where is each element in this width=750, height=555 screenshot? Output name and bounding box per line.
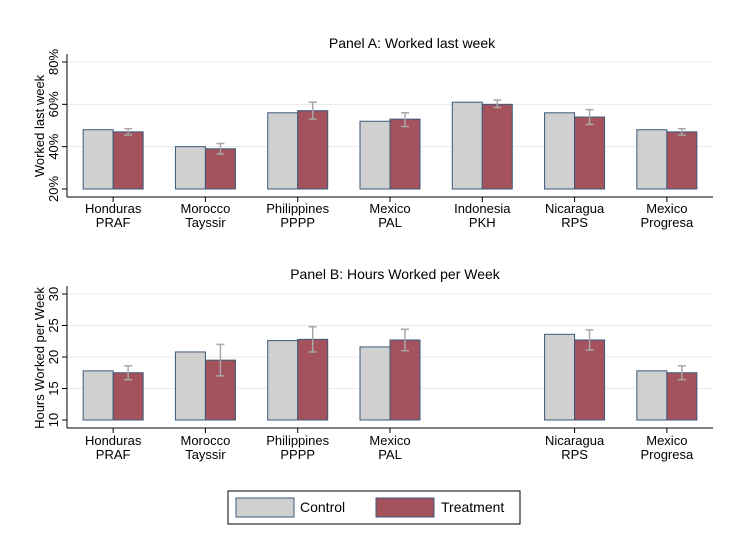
x-tick-label: PKH <box>469 215 496 230</box>
error-bar <box>216 142 225 155</box>
legend: Control Treatment <box>227 490 521 525</box>
error-bar <box>585 108 594 126</box>
x-tick-label: Mexico <box>369 433 410 448</box>
x-tick-label: PRAF <box>96 447 131 462</box>
y-tick-label: 20 <box>46 350 61 364</box>
x-tick-label: Mexico <box>369 201 410 216</box>
bar-control <box>544 112 576 190</box>
bar-control <box>451 101 483 190</box>
bar-treatment <box>297 338 329 421</box>
bar-control <box>174 351 206 421</box>
bar-control <box>267 340 299 421</box>
x-tick-label: Honduras <box>85 201 142 216</box>
x-tick-label: Philippines <box>266 201 329 216</box>
error-bar <box>401 112 409 128</box>
legend-label-treatment: Treatment <box>441 499 504 515</box>
y-tick-label: 20% <box>46 176 61 202</box>
error-bar <box>308 101 317 120</box>
error-bar <box>677 365 686 381</box>
panel-a: Panel A: Worked last week Worked last we… <box>32 35 713 230</box>
y-tick-label: 60% <box>46 91 61 117</box>
bar-treatment <box>574 339 606 421</box>
x-tick-label: PPPP <box>280 447 315 462</box>
bar-control <box>174 146 206 190</box>
bar-control <box>359 346 391 421</box>
x-tick-label: Progresa <box>640 447 694 462</box>
bar-treatment <box>666 131 698 190</box>
x-tick-label: Honduras <box>85 433 142 448</box>
x-tick-label: PAL <box>378 447 402 462</box>
legend-label-control: Control <box>300 499 345 515</box>
bar-control <box>636 370 668 421</box>
error-bar <box>493 99 502 109</box>
y-tick-label: 40% <box>46 133 61 159</box>
y-tick-label: 30 <box>46 287 61 301</box>
bar-control <box>82 129 114 190</box>
x-tick-label: PAL <box>378 215 402 230</box>
bar-treatment <box>297 110 329 190</box>
y-tick-label: 10 <box>46 413 61 427</box>
bar-control <box>82 370 114 421</box>
x-tick-label: Morocco <box>180 201 230 216</box>
x-tick-label: Indonesia <box>454 201 511 216</box>
bar-treatment <box>574 116 606 190</box>
y-tick-label: 15 <box>46 381 61 395</box>
bar-treatment <box>666 372 698 421</box>
y-tick-label: 80% <box>46 49 61 75</box>
legend-swatch-treatment <box>375 497 435 518</box>
x-tick-label: Nicaragua <box>545 433 605 448</box>
x-tick-label: PRAF <box>96 215 131 230</box>
bar-control <box>636 129 668 190</box>
error-bar <box>124 365 133 381</box>
x-tick-label: Tayssir <box>185 215 226 230</box>
bar-treatment <box>389 339 421 421</box>
x-tick-label: Mexico <box>646 433 687 448</box>
bar-treatment <box>112 131 144 190</box>
bar-treatment <box>389 118 421 190</box>
panel-b: Panel B: Hours Worked per Week Hours Wor… <box>32 266 713 462</box>
error-bar <box>585 329 594 351</box>
error-bar <box>308 326 317 353</box>
x-tick-label: RPS <box>561 215 588 230</box>
x-tick-label: Progresa <box>640 215 694 230</box>
panel-a-title: Panel A: Worked last week <box>329 35 496 51</box>
error-bar <box>216 343 225 377</box>
x-tick-label: Morocco <box>180 433 230 448</box>
panel-b-y-axis-label: Hours Worked per Week <box>32 287 47 429</box>
x-tick-label: RPS <box>561 447 588 462</box>
x-tick-label: PPPP <box>280 215 315 230</box>
legend-swatch-control <box>235 497 295 518</box>
x-tick-label: Tayssir <box>185 447 226 462</box>
bar-control <box>359 120 391 190</box>
panel-a-y-axis-label: Worked last week <box>32 74 47 177</box>
error-bar <box>677 127 686 136</box>
y-tick-label: 25 <box>46 318 61 332</box>
error-bar <box>401 328 409 352</box>
x-tick-label: Nicaragua <box>545 201 605 216</box>
panel-b-title: Panel B: Hours Worked per Week <box>290 266 501 282</box>
bar-control <box>544 333 576 421</box>
bar-treatment <box>481 103 513 190</box>
error-bar <box>124 127 133 136</box>
x-tick-label: Philippines <box>266 433 329 448</box>
bar-control <box>267 112 299 190</box>
x-tick-label: Mexico <box>646 201 687 216</box>
